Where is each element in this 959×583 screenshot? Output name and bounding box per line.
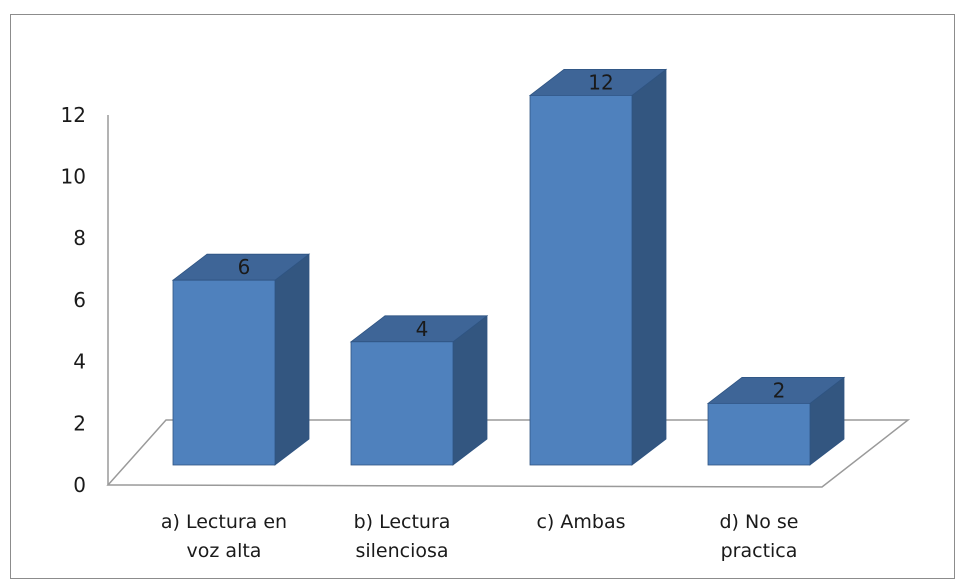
category-label-line: voz alta [187, 540, 262, 562]
category-label-line: d) No se [720, 511, 799, 533]
bar-side-face [631, 68, 667, 466]
bars [171, 68, 846, 466]
y-tick-label: 12 [61, 103, 86, 127]
category-label: b) Lectura silenciosa [354, 511, 451, 562]
y-tick-label: 2 [73, 411, 86, 435]
bar-2 [349, 314, 489, 466]
category-label: a) Lectura en voz alta [161, 511, 287, 562]
chart-floor [106, 419, 911, 488]
bar-front-face [529, 95, 633, 466]
y-tick-label: 0 [73, 473, 86, 497]
bar-front-face [172, 279, 276, 466]
category-label: c) Ambas [536, 511, 625, 533]
category-label-line: a) Lectura en [161, 511, 287, 533]
y-tick-label: 10 [61, 165, 86, 189]
bar-1 [171, 253, 311, 466]
category-labels: a) Lectura en voz alta b) Lectura silencios… [161, 511, 799, 562]
data-label: 6 [238, 255, 251, 279]
bar-front-face [350, 341, 454, 466]
bar-side-face [274, 253, 310, 466]
y-tick-label: 6 [73, 288, 86, 312]
y-tick-labels: 0 2 4 6 8 10 12 [61, 103, 86, 497]
y-tick-label: 8 [73, 226, 86, 250]
category-label-line: c) Ambas [536, 511, 625, 533]
bar-3 [528, 68, 668, 466]
y-tick-label: 4 [73, 350, 86, 374]
category-label-line: b) Lectura [354, 511, 451, 533]
data-label: 2 [773, 378, 786, 402]
data-label: 12 [588, 70, 613, 94]
category-label-line: silenciosa [355, 540, 448, 562]
data-labels: 6 4 12 2 [238, 70, 786, 402]
bar-front-face [707, 402, 811, 466]
category-label-line: practica [721, 540, 798, 562]
category-label: d) No se practica [720, 511, 799, 562]
data-label: 4 [416, 317, 429, 341]
bar-4 [706, 376, 846, 466]
floor-outline [106, 419, 911, 488]
